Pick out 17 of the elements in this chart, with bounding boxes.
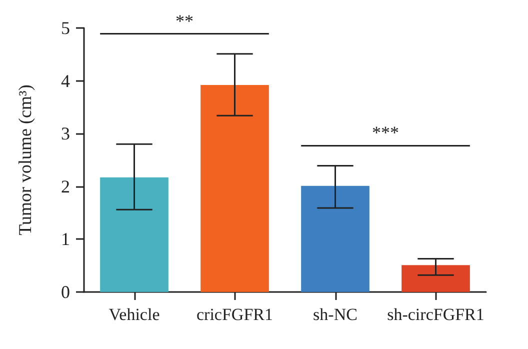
bar <box>100 177 168 292</box>
y-tick-label: 4 <box>61 70 70 91</box>
x-tick-label: sh-NC <box>313 305 358 324</box>
bar <box>402 265 470 292</box>
y-tick-label: 1 <box>61 229 70 250</box>
annotation: *** <box>372 122 399 143</box>
y-tick-label: 2 <box>61 176 70 196</box>
annotation: ** <box>176 10 194 31</box>
x-tick-label: Vehicle <box>108 305 160 324</box>
bar <box>301 186 370 292</box>
y-tick-label: 0 <box>61 282 70 302</box>
bar <box>200 85 269 292</box>
y-tick-label: 3 <box>61 124 70 144</box>
y-axis-title: Tumor volume (cm³) <box>15 84 35 236</box>
x-tick-label: sh-circFGFR1 <box>387 305 484 324</box>
y-tick-label: 5 <box>61 18 70 38</box>
x-tick-label: cricFGFR1 <box>196 305 273 324</box>
